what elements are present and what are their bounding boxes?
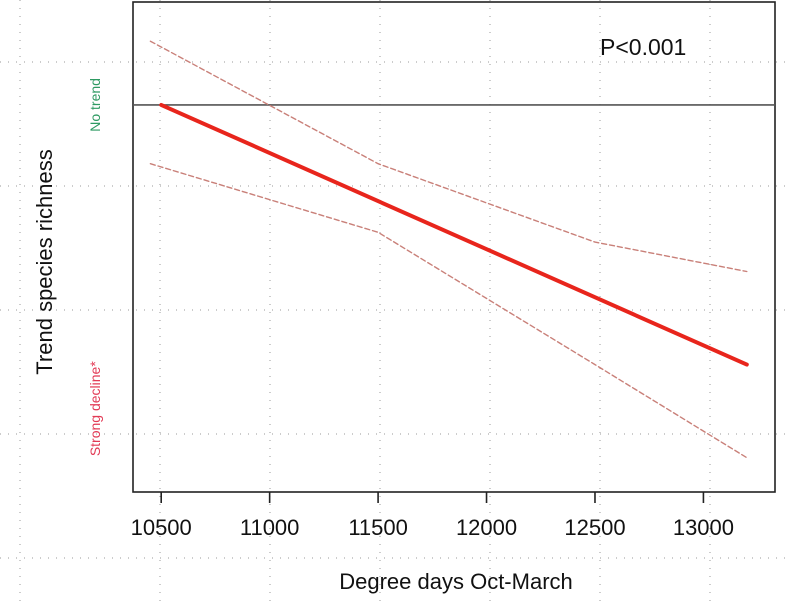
- x-tick-layer: 10500 11000 11500 12000 12500 13000: [131, 492, 734, 540]
- fit-line: [159, 102, 749, 367]
- x-tick-label: 11000: [240, 515, 300, 540]
- upper-ci-line: [149, 40, 748, 273]
- strong-decline-label: Strong decline*: [87, 361, 103, 457]
- y-axis-title: Trend species richness: [32, 149, 57, 374]
- x-tick-label: 11500: [348, 515, 408, 540]
- x-tick-label: 10500: [131, 515, 192, 540]
- x-tick-label: 12500: [564, 515, 625, 540]
- p-value-annotation: P<0.001: [600, 34, 686, 60]
- x-tick-label: 13000: [673, 515, 734, 540]
- no-trend-label: No trend: [87, 78, 103, 132]
- series-layer: [149, 40, 749, 459]
- x-tick-label: 12000: [456, 515, 517, 540]
- x-axis-title: Degree days Oct-March: [339, 569, 573, 594]
- lower-ci-line: [149, 162, 748, 459]
- plot-frame: [132, 1, 776, 493]
